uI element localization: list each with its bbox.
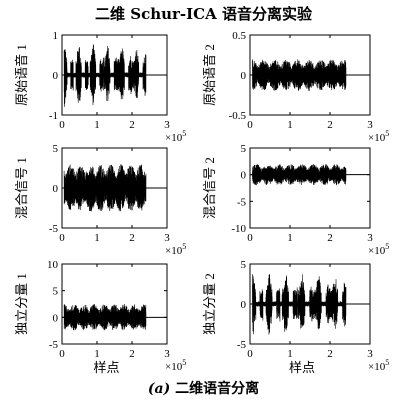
plot-4-signal-line [252, 164, 347, 186]
plot-5-xtick-label-2: 1 [94, 348, 100, 360]
plot-4-ytick-label-2: -5 [237, 196, 247, 208]
plot-3-xtick-label-4: 3 [164, 232, 170, 244]
plot-1-xtick-label-4: 3 [164, 119, 170, 131]
plot-3-ytick-label-2: 0 [53, 183, 59, 195]
plot-1-ylabel: 原始语音 1 [14, 44, 29, 106]
plot-5-xtick-label-4: 3 [164, 348, 170, 360]
plot-2-xtick-label-4: 3 [367, 119, 373, 131]
plot-1-signal-line [63, 44, 147, 107]
plot-4-ylabel: 混合信号 2 [202, 157, 217, 219]
plot-6-xtick-label-3: 2 [327, 348, 333, 360]
plot-3-xtick-label-3: 2 [129, 232, 135, 244]
plot-5-ylabel: 独立分量 1 [14, 273, 29, 335]
plot-2-xtick-label-3: 2 [327, 119, 333, 131]
plot-1-x-multiplier: ×105 [165, 129, 186, 144]
plot-1-xtick-label-1: 0 [59, 119, 65, 131]
plot-2-signal-line [252, 59, 347, 91]
plot-4-xtick-label-2: 1 [287, 232, 293, 244]
plot-1-xtick-label-2: 1 [94, 119, 100, 131]
plot-3-ytick-label-3: 5 [53, 143, 59, 155]
caption-text: 二维语音分离 [175, 381, 260, 397]
plot-6-ytick-label-3: 5 [241, 259, 247, 271]
plot-6-xtick-label-4: 3 [367, 348, 373, 360]
plot-4-frame [249, 147, 371, 229]
plot-2-ytick-label-3: 0.5 [232, 30, 246, 42]
plot-6-xtick-label-2: 1 [287, 348, 293, 360]
plot-4-ytick-label-4: 5 [241, 143, 247, 155]
plot-6-ylabel: 独立分量 2 [202, 273, 217, 335]
plot-1-ytick-label-1: -1 [49, 110, 58, 122]
plot-4-ytick-label-1: -10 [231, 223, 246, 235]
plot-2-x-multiplier: ×105 [368, 129, 389, 144]
plot-6-xlabel: 样点 [289, 360, 315, 375]
plot-1-ytick-label-3: 1 [53, 30, 59, 42]
figure-caption: (a) 二维语音分离 [0, 378, 407, 398]
plot-3-xtick-label-1: 0 [59, 232, 65, 244]
plot-6-xtick-label-1: 0 [247, 348, 253, 360]
plot-2-ytick-label-2: 0 [241, 70, 247, 82]
plot-2-xtick-label-1: 0 [247, 119, 253, 131]
plot-5-ytick-label-4: 10 [47, 259, 59, 271]
plot-6-ytick-label-1: -5 [237, 339, 247, 351]
plot-3-x-multiplier: ×105 [165, 242, 186, 257]
plot-6-ytick-label-2: 0 [241, 299, 247, 311]
plot-5-xlabel: 样点 [93, 360, 119, 375]
plot-5-ytick-label-2: 0 [53, 312, 59, 324]
figure-title: 二维 Schur-ICA 语音分离实验 [95, 5, 312, 23]
plot-5-xtick-label-1: 0 [59, 348, 65, 360]
plot-6-signal-line [252, 274, 347, 335]
plot-5-frame [61, 263, 168, 345]
plot-5-ytick-label-1: -5 [49, 339, 59, 351]
plot-1-xtick-label-3: 2 [129, 119, 135, 131]
plot-5-xtick-label-3: 2 [129, 348, 135, 360]
plot-5-x-multiplier: ×105 [165, 358, 186, 373]
plot-5-ytick-label-3: 5 [53, 286, 59, 298]
plot-4-xtick-label-3: 2 [327, 232, 333, 244]
plot-3-ylabel: 混合信号 1 [14, 157, 29, 219]
plot-2-ytick-label-1: -0.5 [229, 110, 247, 122]
plot-4-x-multiplier: ×105 [368, 242, 389, 257]
plot-3-ytick-label-1: -5 [49, 223, 59, 235]
plot-5-signal-line [63, 304, 147, 331]
caption-tag: (a) [147, 381, 171, 397]
plot-6-x-multiplier: ×105 [368, 358, 389, 373]
plot-3-xtick-label-2: 1 [94, 232, 100, 244]
plot-4-ytick-label-3: 0 [241, 170, 247, 182]
plot-2-xtick-label-2: 1 [287, 119, 293, 131]
plot-4-xtick-label-1: 0 [247, 232, 253, 244]
plot-4-xtick-label-4: 3 [367, 232, 373, 244]
plot-2-ylabel: 原始语音 2 [202, 44, 217, 106]
plot-3-signal-line [63, 164, 147, 212]
plot-1-ytick-label-2: 0 [53, 70, 59, 82]
